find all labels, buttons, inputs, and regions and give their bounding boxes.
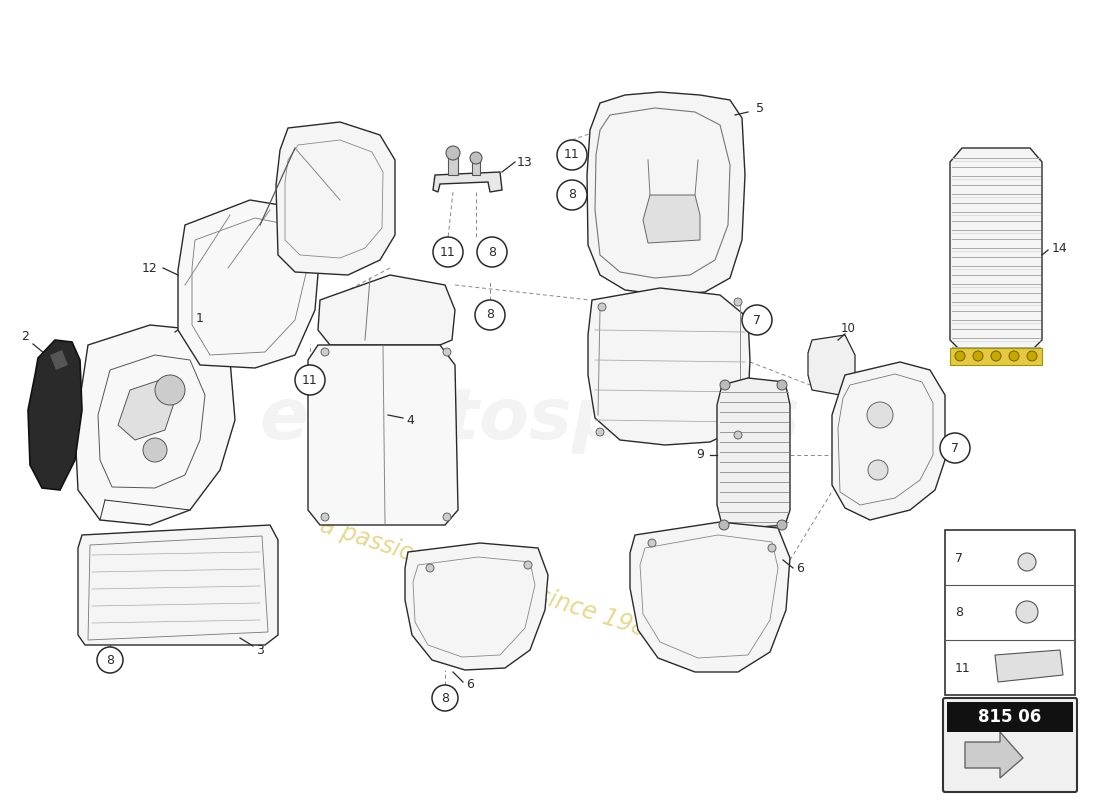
Circle shape	[648, 539, 656, 547]
Polygon shape	[118, 380, 175, 440]
Circle shape	[1016, 601, 1038, 623]
Text: 12: 12	[142, 262, 158, 274]
Polygon shape	[808, 335, 855, 395]
Circle shape	[974, 351, 983, 361]
Circle shape	[596, 428, 604, 436]
Polygon shape	[75, 325, 235, 525]
Circle shape	[955, 351, 965, 361]
Text: 11: 11	[302, 374, 318, 386]
Circle shape	[426, 564, 434, 572]
Polygon shape	[472, 160, 480, 175]
Circle shape	[97, 647, 123, 673]
Text: 8: 8	[441, 691, 449, 705]
Circle shape	[524, 561, 532, 569]
Text: 7: 7	[955, 551, 962, 565]
Circle shape	[1027, 351, 1037, 361]
Polygon shape	[950, 148, 1042, 352]
Polygon shape	[78, 525, 278, 645]
Circle shape	[598, 303, 606, 311]
Polygon shape	[50, 350, 68, 370]
Polygon shape	[433, 172, 502, 192]
Text: 8: 8	[486, 309, 494, 322]
Circle shape	[742, 305, 772, 335]
Circle shape	[443, 513, 451, 521]
Polygon shape	[588, 288, 750, 445]
Circle shape	[991, 351, 1001, 361]
Text: 815 06: 815 06	[978, 708, 1042, 726]
Circle shape	[1009, 351, 1019, 361]
FancyBboxPatch shape	[945, 530, 1075, 695]
Circle shape	[734, 431, 742, 439]
Circle shape	[446, 146, 460, 160]
Text: 11: 11	[955, 662, 970, 674]
Text: 3: 3	[256, 643, 264, 657]
Text: 7: 7	[754, 314, 761, 326]
Text: 13: 13	[517, 155, 532, 169]
Polygon shape	[950, 348, 1042, 365]
Circle shape	[940, 433, 970, 463]
Text: 14: 14	[1052, 242, 1068, 254]
Circle shape	[734, 298, 742, 306]
Circle shape	[143, 438, 167, 462]
Circle shape	[432, 685, 458, 711]
FancyBboxPatch shape	[947, 702, 1072, 732]
Text: 10: 10	[840, 322, 856, 334]
Text: 9: 9	[696, 449, 704, 462]
Text: 4: 4	[406, 414, 414, 426]
Polygon shape	[28, 340, 82, 490]
FancyBboxPatch shape	[943, 698, 1077, 792]
Text: 1: 1	[196, 311, 204, 325]
Text: 11: 11	[440, 246, 455, 258]
Circle shape	[155, 375, 185, 405]
Text: a passion for parts since 1985: a passion for parts since 1985	[317, 514, 663, 646]
Circle shape	[321, 348, 329, 356]
Circle shape	[557, 140, 587, 170]
Circle shape	[475, 300, 505, 330]
Text: 7: 7	[952, 442, 959, 454]
Polygon shape	[276, 122, 395, 275]
Polygon shape	[318, 275, 455, 345]
Circle shape	[295, 365, 324, 395]
Text: 8: 8	[106, 654, 114, 666]
Circle shape	[720, 380, 730, 390]
Polygon shape	[717, 378, 790, 528]
Text: 6: 6	[796, 562, 804, 574]
Text: 8: 8	[488, 246, 496, 258]
Text: 5: 5	[756, 102, 764, 114]
Circle shape	[868, 460, 888, 480]
Circle shape	[557, 180, 587, 210]
Polygon shape	[178, 200, 320, 368]
Circle shape	[777, 520, 786, 530]
Polygon shape	[308, 345, 458, 525]
Circle shape	[443, 348, 451, 356]
Text: 8: 8	[955, 606, 962, 618]
Text: 2: 2	[21, 330, 29, 343]
Text: 8: 8	[568, 189, 576, 202]
Circle shape	[719, 520, 729, 530]
Polygon shape	[405, 543, 548, 670]
Text: eurotospares: eurotospares	[260, 386, 801, 454]
Circle shape	[867, 402, 893, 428]
Circle shape	[433, 237, 463, 267]
Polygon shape	[996, 650, 1063, 682]
Polygon shape	[644, 195, 700, 243]
Polygon shape	[832, 362, 945, 520]
Circle shape	[470, 152, 482, 164]
Polygon shape	[965, 732, 1023, 778]
Polygon shape	[587, 92, 745, 295]
Text: 6: 6	[466, 678, 474, 691]
Circle shape	[777, 380, 786, 390]
Circle shape	[321, 513, 329, 521]
Polygon shape	[448, 155, 458, 175]
Polygon shape	[630, 522, 790, 672]
Text: 11: 11	[564, 149, 580, 162]
Circle shape	[768, 544, 776, 552]
Circle shape	[1018, 553, 1036, 571]
Circle shape	[477, 237, 507, 267]
